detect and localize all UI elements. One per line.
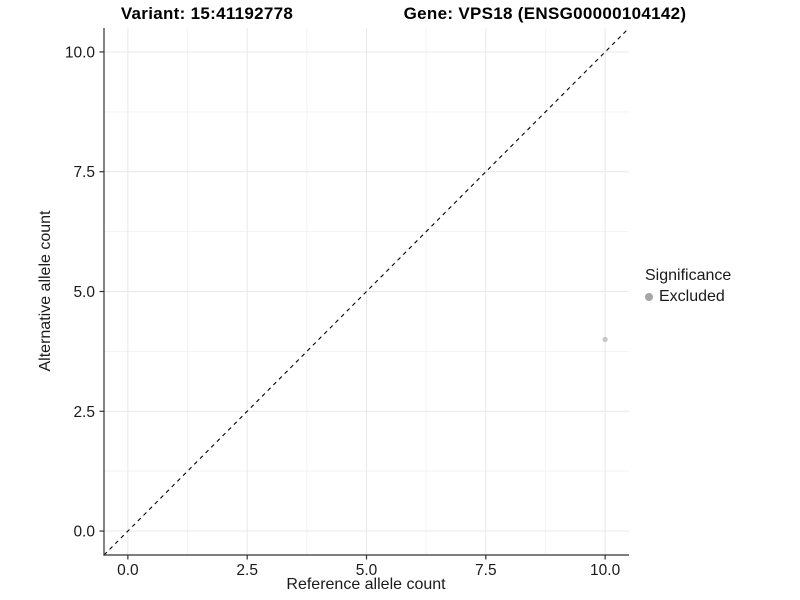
- legend-title: Significance: [645, 267, 732, 284]
- legend-items: Excluded: [645, 288, 731, 306]
- x-tick-label: 2.5: [236, 562, 258, 579]
- x-tick-label: 5.0: [356, 562, 378, 579]
- plot-title-variant: Variant: 15:41192778: [120, 4, 294, 23]
- data-point: [602, 336, 608, 343]
- y-axis-title: Alternative allele count: [37, 210, 54, 372]
- y-tick-label: 0.0: [73, 524, 95, 541]
- identity-dashed-line: [103, 27, 630, 556]
- legend: Significance Excluded: [645, 267, 731, 306]
- y-tick-label: 5.0: [73, 284, 95, 301]
- legend-item-label: Excluded: [659, 288, 725, 305]
- x-tick-label: 7.5: [475, 562, 497, 579]
- x-tick-label: 0.0: [117, 562, 139, 579]
- y-tick-label: 10.0: [65, 44, 96, 61]
- legend-item: Excluded: [645, 288, 731, 306]
- plot-title-gene: Gene: VPS18 (ENSG00000104142): [403, 4, 687, 23]
- x-tick-label: 10.0: [590, 562, 621, 579]
- x-axis-title: Reference allele count: [286, 576, 446, 593]
- y-tick-label: 2.5: [73, 404, 95, 421]
- legend-point-icon: [645, 293, 653, 301]
- y-tick-label: 7.5: [73, 164, 95, 181]
